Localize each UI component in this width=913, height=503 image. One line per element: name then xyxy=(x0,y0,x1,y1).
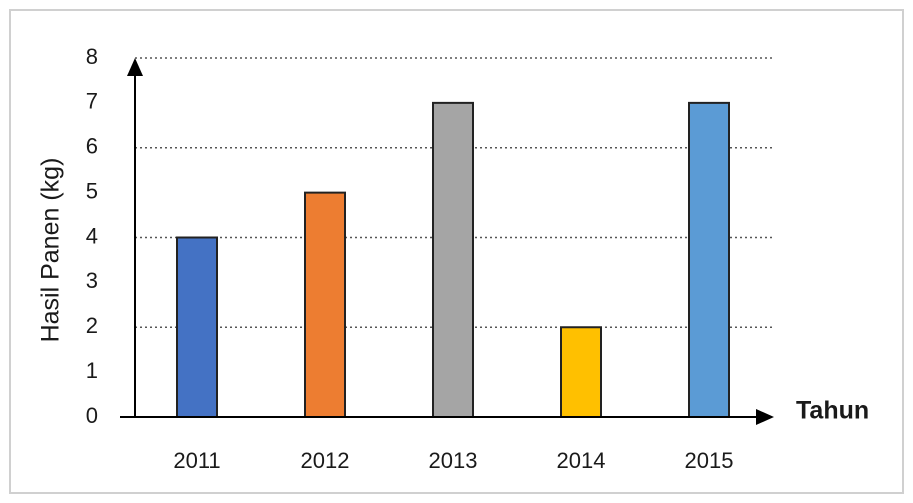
y-tick-label: 7 xyxy=(86,89,98,114)
bar xyxy=(304,191,346,418)
bar xyxy=(688,101,730,418)
y-tick-label: 2 xyxy=(86,313,98,338)
x-axis-arrow xyxy=(756,409,774,425)
y-axis-arrow xyxy=(127,58,143,76)
y-tick-label: 6 xyxy=(86,134,98,159)
x-tick-label: 2015 xyxy=(685,448,734,473)
x-axis-label: Tahun xyxy=(796,397,869,425)
bar xyxy=(560,326,602,418)
y-axis-label: Hasil Panen (kg) xyxy=(37,158,65,343)
y-tick-label: 8 xyxy=(86,44,98,69)
x-tick-label: 2014 xyxy=(557,448,606,473)
y-tick-label: 3 xyxy=(86,268,98,293)
y-tick-label: 4 xyxy=(86,223,98,248)
x-tick-label: 2013 xyxy=(429,448,478,473)
x-tick-label: 2012 xyxy=(301,448,350,473)
y-tick-label: 5 xyxy=(86,178,98,203)
y-tick-label: 0 xyxy=(86,403,98,428)
x-tick-label: 2011 xyxy=(173,448,220,473)
bar xyxy=(176,236,218,418)
bar xyxy=(432,101,474,418)
y-tick-label: 1 xyxy=(86,358,98,383)
